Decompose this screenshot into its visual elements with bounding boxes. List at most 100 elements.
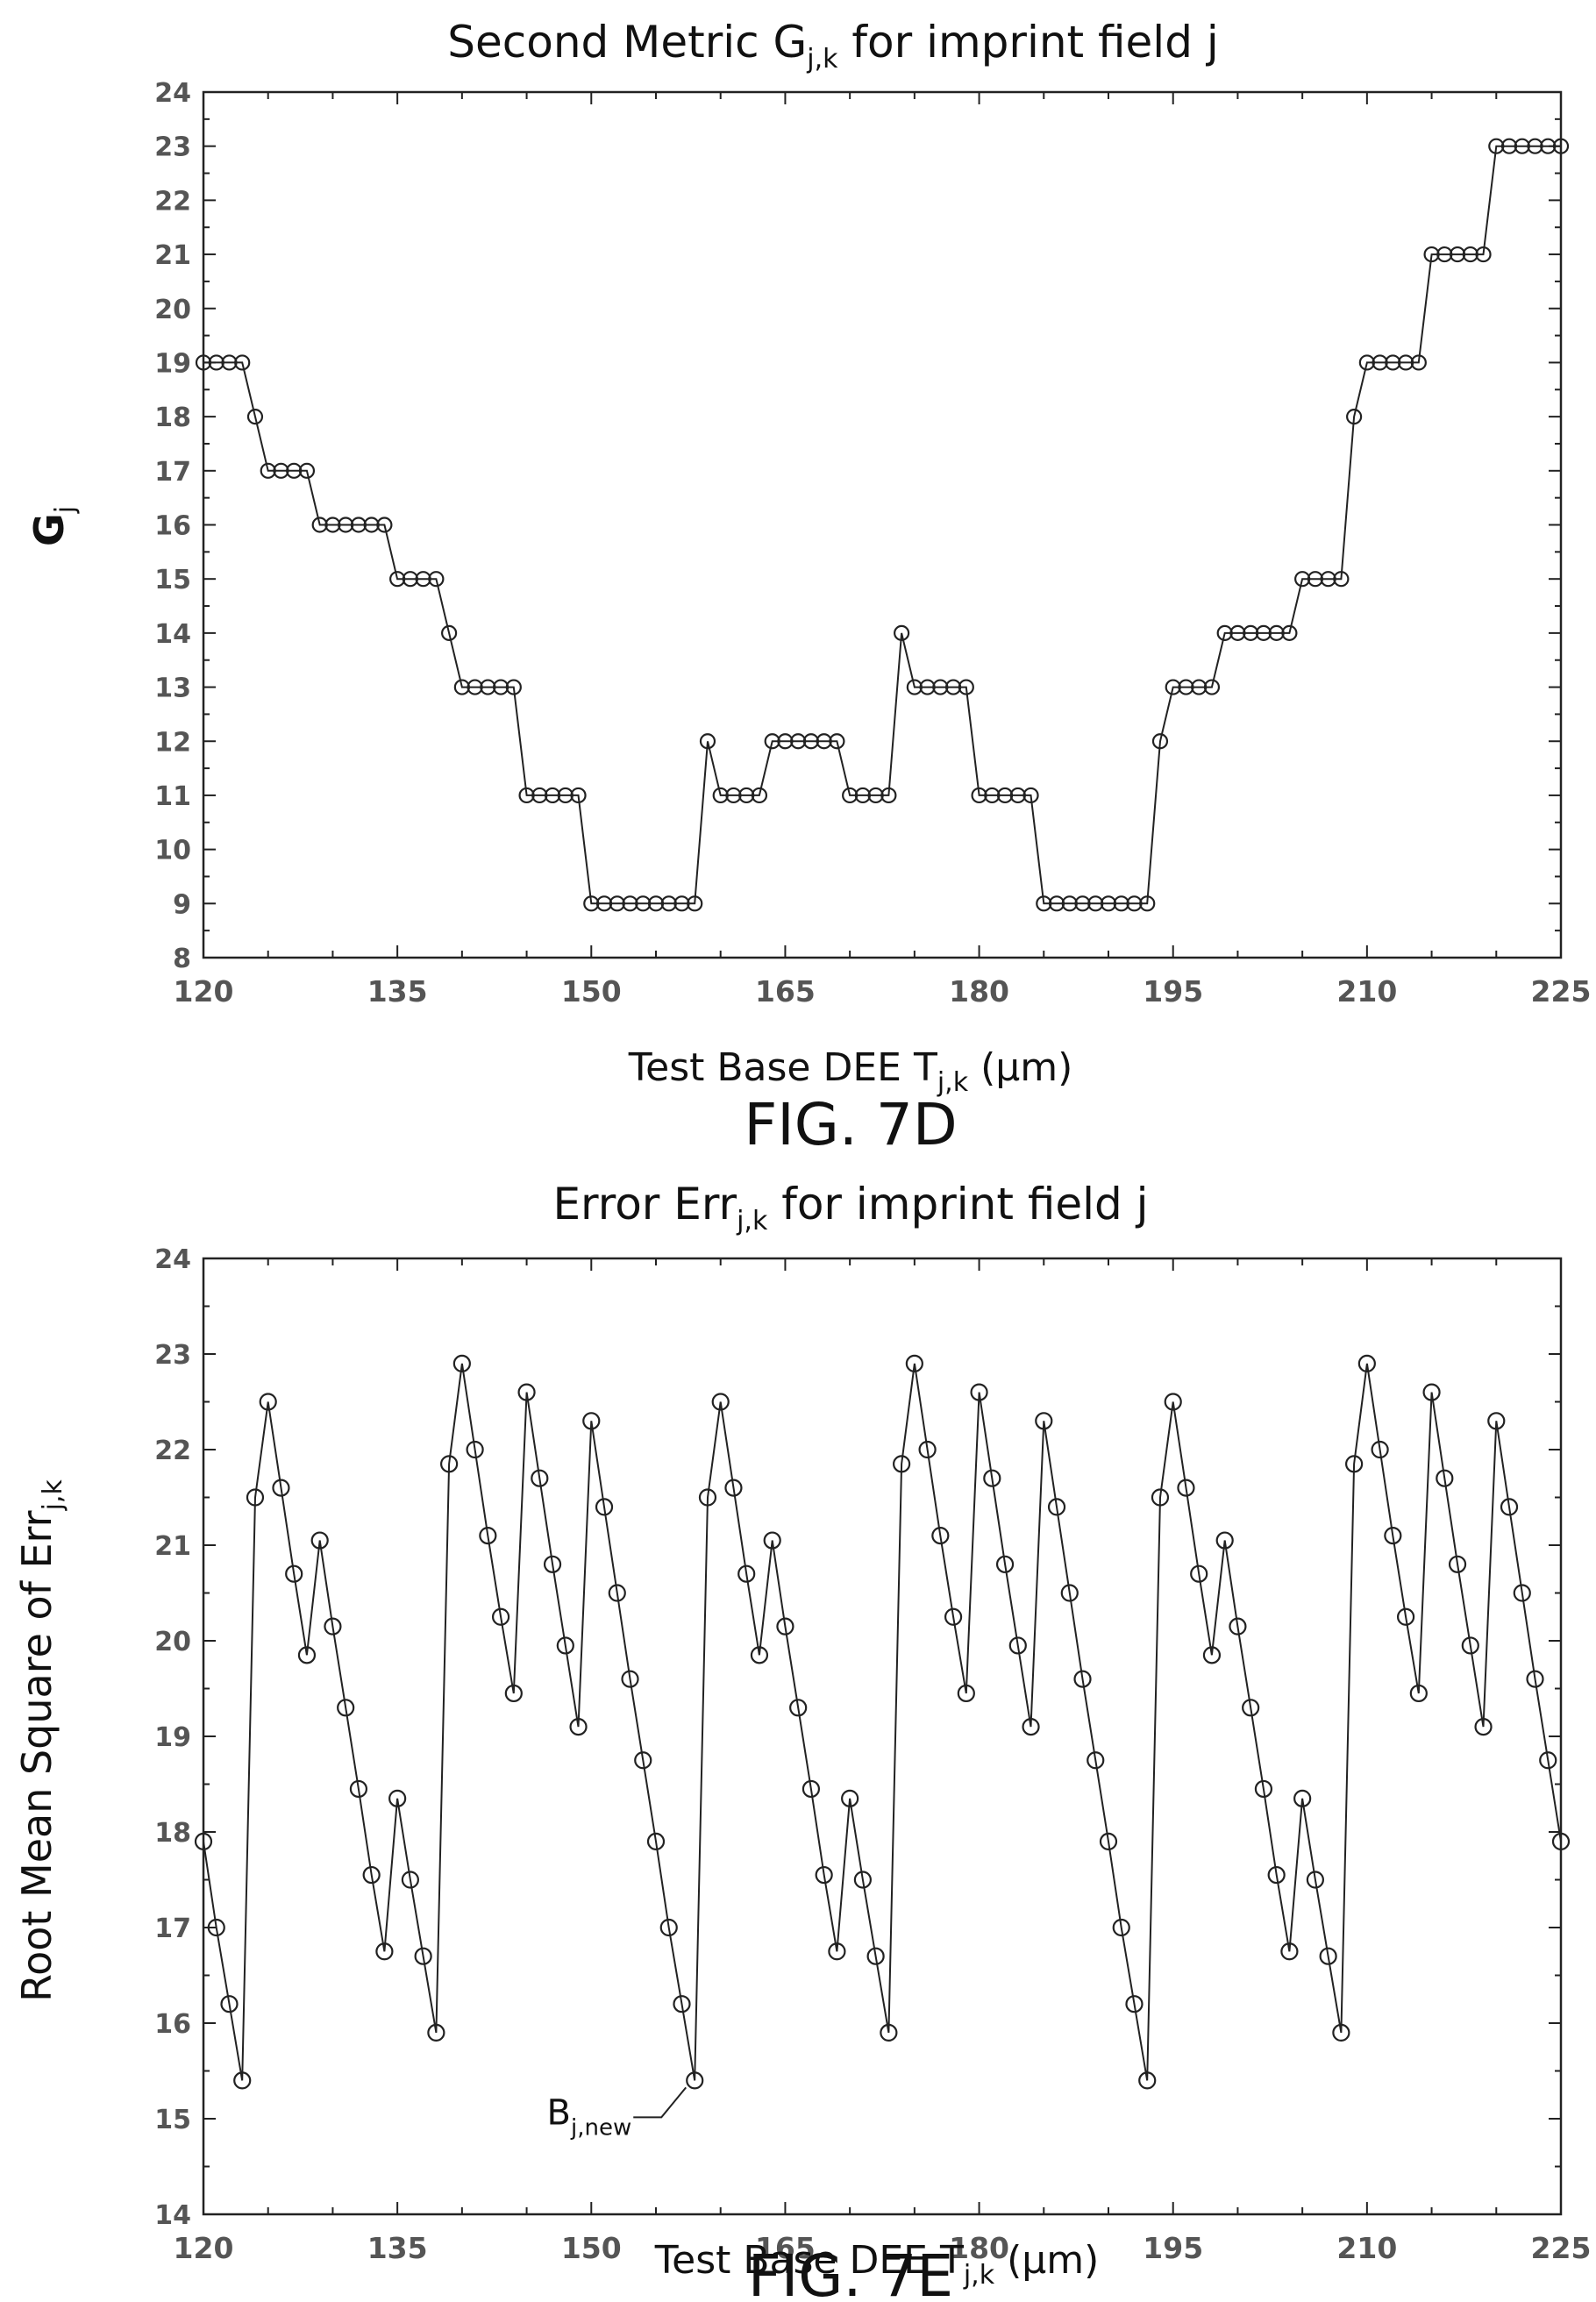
data-point: [479, 1526, 497, 1545]
data-point: [491, 1607, 510, 1626]
data-point: [363, 517, 380, 533]
chart-7e-x-label: Test Base DEE Tj,k (μm): [654, 2238, 1100, 2291]
data-point: [1333, 571, 1350, 588]
y-tick-label: 13: [154, 673, 191, 704]
data-point: [273, 462, 289, 479]
chart-7d-plot-frame: [202, 90, 1563, 959]
data-point: [1409, 1684, 1428, 1703]
data-point: [1500, 138, 1518, 154]
data-point: [556, 1636, 574, 1655]
data-point: [1527, 138, 1543, 154]
data-point: [866, 1947, 885, 1965]
data-point: [1319, 1947, 1337, 1965]
y-tick-label: 10: [154, 836, 191, 866]
data-point: [1216, 624, 1233, 641]
data-point: [285, 1564, 303, 1583]
data-point: [389, 571, 406, 588]
data-point: [686, 2071, 704, 2090]
data-point: [1178, 679, 1194, 695]
data-point: [996, 787, 1014, 804]
y-tick-label: 21: [154, 240, 191, 271]
data-point: [699, 733, 716, 750]
y-tick-label: 23: [154, 132, 191, 163]
data-point: [194, 1832, 213, 1850]
data-point: [1151, 1488, 1170, 1507]
x-tick-label: 165: [755, 974, 816, 1008]
y-tick-label: 24: [154, 1244, 191, 1275]
data-point: [415, 571, 431, 588]
chart-7d-y-label: Gj: [25, 506, 81, 546]
y-tick-label: 24: [154, 78, 191, 109]
data-point: [1552, 138, 1570, 154]
chart-7e-y-axis: 14 15 16 17 18 19 20 21 22 23 24: [154, 1244, 1561, 2231]
data-point: [414, 1947, 432, 1965]
data-point: [1357, 1354, 1376, 1373]
data-point: [853, 1871, 872, 1889]
x-tick-label: 195: [1143, 974, 1203, 1008]
data-point: [1126, 895, 1143, 912]
data-point: [1448, 1555, 1467, 1573]
y-tick-label: 14: [154, 2200, 191, 2231]
chart-7e-x-axis: 120 135 150 165 180 195 210 225: [174, 1258, 1591, 2265]
data-point: [1191, 679, 1208, 695]
chart-7e-y-label: Root Mean Square of Errj,k: [13, 1479, 68, 2002]
data-point: [1113, 895, 1129, 912]
data-point: [1514, 138, 1530, 154]
data-point: [777, 733, 794, 750]
chart-7e-annotation: Bj,new: [547, 2086, 688, 2141]
data-point: [582, 1412, 601, 1430]
data-point: [659, 1918, 678, 1937]
data-point: [609, 895, 625, 912]
data-point: [1242, 1699, 1260, 1717]
data-point: [1551, 1832, 1571, 1850]
x-tick-label: 150: [561, 2231, 622, 2265]
chart-7d-x-label: Test Base DEE Tj,k (μm): [628, 1045, 1073, 1098]
data-point: [569, 1717, 588, 1736]
data-point: [441, 624, 458, 641]
data-point: [712, 787, 729, 804]
data-point: [1087, 1751, 1105, 1770]
y-tick-label: 23: [154, 1340, 191, 1371]
data-point: [1047, 1498, 1066, 1516]
data-point: [880, 787, 897, 804]
data-point: [750, 1646, 769, 1664]
data-point: [1138, 2071, 1157, 2090]
data-point: [260, 462, 276, 479]
data-point: [1281, 624, 1298, 641]
data-point: [246, 409, 264, 425]
data-point: [919, 679, 936, 695]
data-point: [1074, 895, 1091, 912]
data-point: [1385, 354, 1401, 371]
y-tick-label: 16: [154, 511, 191, 542]
figure-label-7e: FIG. 7E: [748, 2242, 953, 2302]
data-point: [1539, 1751, 1557, 1770]
data-point: [1540, 138, 1557, 154]
data-point: [207, 1918, 225, 1937]
x-tick-label: 180: [949, 2231, 1009, 2265]
data-point: [518, 787, 535, 804]
data-point: [971, 787, 987, 804]
data-point: [362, 1865, 381, 1885]
data-point: [635, 895, 652, 912]
data-point: [790, 733, 807, 750]
data-point: [608, 1584, 626, 1602]
y-tick-label: 14: [154, 619, 191, 650]
data-point: [1268, 624, 1285, 641]
data-point: [647, 895, 665, 912]
data-point: [983, 1469, 1001, 1487]
data-point: [1190, 1564, 1208, 1583]
y-tick-label: 21: [154, 1531, 191, 1562]
data-point: [1177, 1479, 1195, 1497]
data-point: [311, 517, 328, 533]
data-point: [1022, 1717, 1040, 1736]
data-point: [1293, 1789, 1312, 1807]
y-tick-label: 20: [154, 1627, 191, 1657]
data-point: [622, 895, 638, 912]
data-point: [1243, 624, 1259, 641]
data-point: [480, 679, 496, 695]
chart-7d: Second Metric Gj,k for imprint field j 8…: [25, 17, 1591, 1158]
data-point: [724, 1479, 743, 1497]
y-tick-label: 15: [154, 2105, 191, 2135]
data-point: [505, 679, 522, 695]
